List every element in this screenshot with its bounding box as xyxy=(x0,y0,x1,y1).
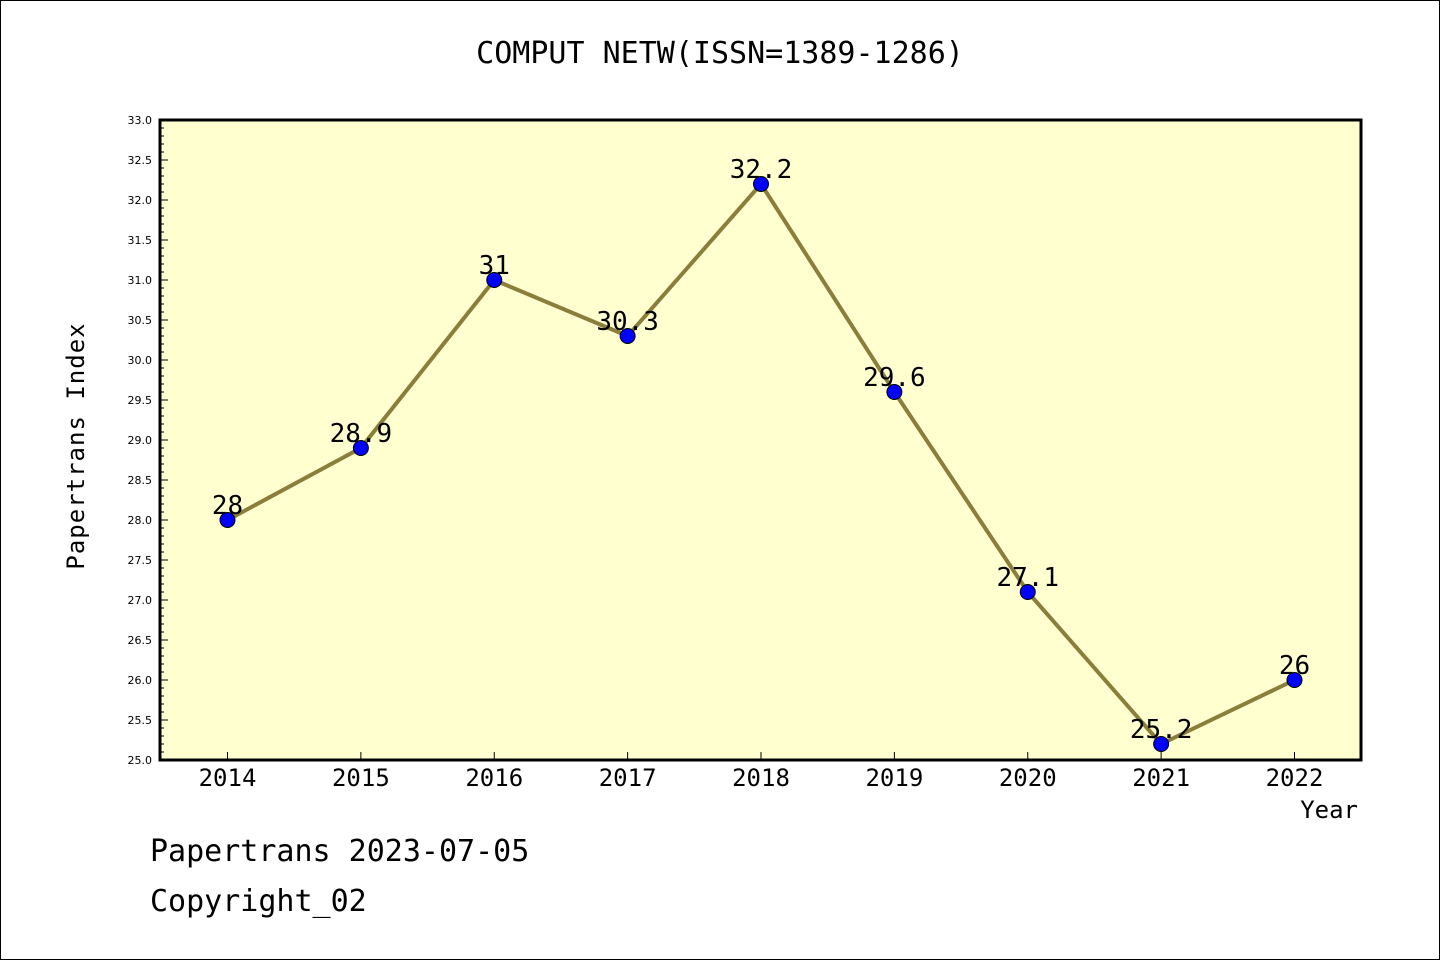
y-tick-label: 27.0 xyxy=(128,594,153,607)
y-tick-label: 28.0 xyxy=(128,514,153,527)
data-point xyxy=(486,272,503,288)
data-point xyxy=(619,328,636,344)
data-point xyxy=(753,176,769,192)
data-label: 31 xyxy=(479,251,510,281)
x-tick-label: 2016 xyxy=(465,764,523,792)
x-tick-label: 2020 xyxy=(999,764,1057,792)
x-tick-label: 2017 xyxy=(599,764,657,792)
data-point xyxy=(886,384,903,400)
data-point xyxy=(1019,584,1036,600)
x-tick-label: 2014 xyxy=(199,764,257,792)
data-label: 25.2 xyxy=(1130,715,1193,745)
plot-border xyxy=(158,118,1363,762)
y-tick-label: 27.5 xyxy=(128,554,153,567)
chart-title: COMPUT NETW(ISSN=1389-1286) xyxy=(476,36,964,71)
y-tick-label: 26.0 xyxy=(128,674,153,687)
y-tick-label: 32.5 xyxy=(128,154,153,167)
x-tick-label: 2018 xyxy=(732,764,790,792)
y-tick-label: 25.0 xyxy=(128,754,153,767)
y-tick-label: 25.5 xyxy=(128,714,153,727)
x-axis-label: Year xyxy=(1300,796,1358,824)
x-tick-label: 2021 xyxy=(1132,764,1190,792)
y-tick-label: 28.5 xyxy=(128,474,153,487)
y-tick-label: 31.0 xyxy=(128,274,153,287)
data-point xyxy=(352,440,369,456)
data-label: 32.2 xyxy=(730,155,793,185)
data-label: 29.6 xyxy=(863,363,926,393)
data-label: 26 xyxy=(1279,651,1310,681)
y-tick-label: 29.0 xyxy=(128,434,153,447)
data-point xyxy=(1153,736,1170,752)
data-label: 27.1 xyxy=(996,563,1059,593)
data-label: 30.3 xyxy=(596,307,659,337)
y-tick-label: 30.5 xyxy=(128,314,153,327)
data-point xyxy=(219,512,236,528)
y-tick-label: 30.0 xyxy=(128,354,153,367)
data-label: 28.9 xyxy=(330,419,393,449)
y-tick-label: 26.5 xyxy=(128,634,153,647)
data-point xyxy=(1286,672,1303,688)
footer-date-line: Papertrans 2023-07-05 xyxy=(150,834,530,869)
y-tick-label: 32.0 xyxy=(128,194,153,207)
x-tick-label: 2022 xyxy=(1266,764,1324,792)
x-tick-label: 2019 xyxy=(865,764,923,792)
plot-area xyxy=(160,120,1361,760)
footer-copyright-line: Copyright_02 xyxy=(150,884,367,919)
y-tick-label: 31.5 xyxy=(128,234,153,247)
y-tick-label: 29.5 xyxy=(128,394,153,407)
data-label: 28 xyxy=(212,491,243,521)
y-tick-label: 33.0 xyxy=(128,114,153,127)
x-tick-label: 2015 xyxy=(332,764,390,792)
